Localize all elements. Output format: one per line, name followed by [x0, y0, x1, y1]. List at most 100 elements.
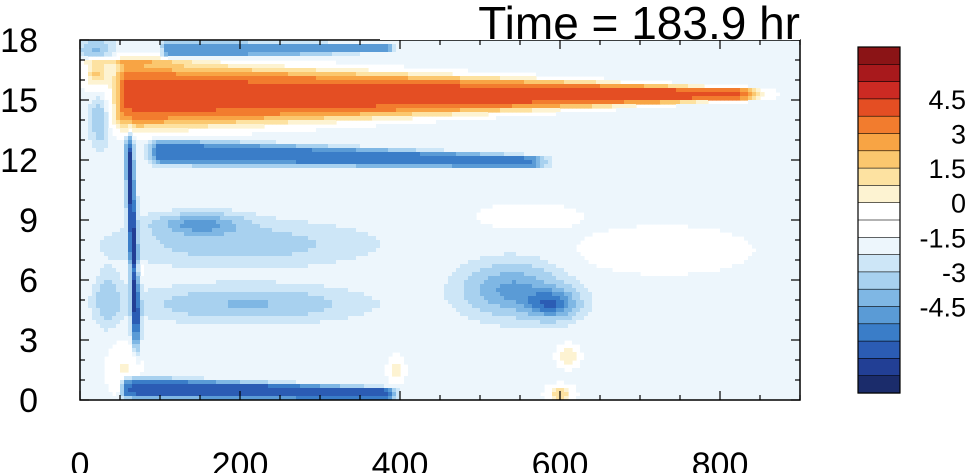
- contour-cell: [160, 244, 165, 249]
- contour-cell: [280, 116, 285, 121]
- contour-cell: [192, 148, 197, 153]
- contour-cell: [112, 308, 117, 313]
- contour-cell: [192, 396, 197, 400]
- contour-cell: [308, 324, 313, 329]
- contour-cell: [124, 60, 129, 65]
- contour-cell: [300, 172, 305, 177]
- contour-cell: [260, 132, 265, 137]
- contour-cell: [244, 192, 249, 197]
- contour-cell: [92, 48, 97, 53]
- contour-cell: [260, 92, 265, 97]
- contour-cell: [112, 292, 117, 297]
- contour-cell: [196, 200, 201, 205]
- contour-cell: [288, 356, 293, 361]
- contour-cell: [116, 92, 121, 97]
- contour-cell: [140, 288, 145, 293]
- contour-cell: [252, 164, 257, 169]
- contour-cell: [148, 380, 153, 385]
- contour-cell: [212, 244, 217, 249]
- contour-cell: [220, 308, 225, 313]
- contour-cell: [176, 380, 181, 385]
- contour-cell: [304, 112, 309, 117]
- contour-cell: [292, 132, 297, 137]
- contour-cell: [288, 256, 293, 261]
- contour-cell: [236, 324, 241, 329]
- contour-cell: [180, 152, 185, 157]
- contour-cell: [308, 108, 313, 113]
- contour-cell: [136, 284, 141, 289]
- contour-cell: [244, 268, 249, 273]
- contour-cell: [220, 164, 225, 169]
- contour-cell: [104, 280, 109, 285]
- contour-cell: [252, 152, 257, 157]
- contour-cell: [156, 180, 161, 185]
- contour-cell: [252, 140, 257, 145]
- contour-cell: [168, 236, 173, 241]
- contour-cell: [92, 340, 97, 345]
- contour-cell: [108, 276, 113, 281]
- contour-cell: [292, 296, 297, 301]
- contour-cell: [112, 212, 117, 217]
- contour-cell: [180, 192, 185, 197]
- contour-cell: [180, 52, 185, 57]
- contour-cell: [308, 116, 313, 121]
- contour-cell: [232, 308, 237, 313]
- contour-cell: [284, 76, 289, 81]
- contour-cell: [284, 104, 289, 109]
- contour-cell: [164, 328, 169, 333]
- contour-cell: [180, 296, 185, 301]
- contour-cell: [260, 204, 265, 209]
- contour-cell: [212, 356, 217, 361]
- contour-cell: [244, 232, 249, 237]
- contour-cell: [204, 276, 209, 281]
- contour-cell: [296, 352, 301, 357]
- contour-cell: [176, 176, 181, 181]
- contour-cell: [252, 328, 257, 333]
- contour-cell: [104, 256, 109, 261]
- contour-cell: [296, 220, 301, 225]
- contour-cell: [140, 116, 145, 121]
- contour-cell: [132, 120, 137, 125]
- contour-cell: [232, 136, 237, 141]
- contour-cell: [252, 292, 257, 297]
- contour-cell: [260, 304, 265, 309]
- contour-cell: [236, 68, 241, 73]
- contour-cell: [188, 52, 193, 57]
- contour-cell: [148, 260, 153, 265]
- contour-cell: [248, 232, 253, 237]
- contour-cell: [296, 384, 301, 389]
- contour-cell: [300, 76, 305, 81]
- contour-cell: [136, 116, 141, 121]
- contour-cell: [164, 208, 169, 213]
- contour-cell: [240, 376, 245, 381]
- contour-cell: [100, 180, 105, 185]
- contour-cell: [116, 224, 121, 229]
- contour-cell: [248, 176, 253, 181]
- contour-cell: [96, 384, 101, 389]
- contour-cell: [168, 396, 173, 400]
- contour-cell: [80, 124, 85, 129]
- contour-cell: [220, 136, 225, 141]
- contour-cell: [80, 344, 85, 349]
- contour-cell: [244, 240, 249, 245]
- contour-cell: [184, 68, 189, 73]
- contour-cell: [228, 292, 233, 297]
- contour-cell: [188, 372, 193, 377]
- contour-cell: [220, 340, 225, 345]
- contour-cell: [124, 92, 129, 97]
- contour-cell: [196, 320, 201, 325]
- contour-cell: [244, 96, 249, 101]
- contour-cell: [180, 252, 185, 257]
- contour-cell: [188, 84, 193, 89]
- contour-cell: [296, 336, 301, 341]
- contour-cell: [276, 80, 281, 85]
- contour-cell: [296, 100, 301, 105]
- contour-cell: [80, 88, 85, 93]
- contour-cell: [240, 152, 245, 157]
- contour-cell: [204, 40, 209, 45]
- contour-cell: [80, 364, 85, 369]
- contour-cell: [204, 152, 209, 157]
- contour-cell: [256, 356, 261, 361]
- contour-cell: [252, 280, 257, 285]
- contour-cell: [308, 192, 313, 197]
